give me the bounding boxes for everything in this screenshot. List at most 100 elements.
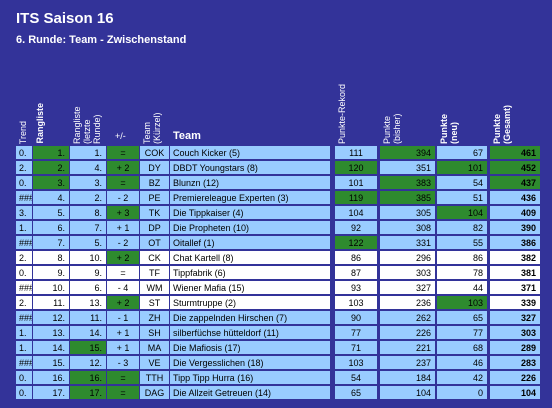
table-cell: ### [16, 311, 32, 325]
table-cell: 16. [70, 371, 106, 385]
table-cell: 383 [380, 176, 435, 190]
table-cell: PE [140, 191, 169, 205]
table-cell: 55 [437, 236, 487, 250]
table-cell: - 1 [107, 311, 139, 325]
table-cell: 68 [437, 341, 487, 355]
table-cell: 4. [70, 161, 106, 175]
table-cell: ST [140, 296, 169, 310]
table-cell: + 3 [107, 206, 139, 220]
table-cell: 221 [380, 341, 435, 355]
table-cell: 14. [70, 326, 106, 340]
table-cell: - 2 [107, 236, 139, 250]
table-cell: 0. [16, 266, 32, 280]
table-cell: Blunzn (12) [170, 176, 330, 190]
table-cell: 0. [16, 146, 32, 160]
table-cell: 82 [437, 221, 487, 235]
table-cell: 371 [490, 281, 540, 295]
table-cell: 111 [335, 146, 377, 160]
table-cell: 339 [490, 296, 540, 310]
table-cell: 2. [16, 251, 32, 265]
table-cell: ### [16, 236, 32, 250]
table-cell: 71 [335, 341, 377, 355]
table-cell: 3. [70, 176, 106, 190]
table-cell: 9. [33, 266, 69, 280]
table-cell: 8. [70, 206, 106, 220]
table-cell: ### [16, 356, 32, 370]
table-cell: 13. [70, 296, 106, 310]
table-cell: 289 [490, 341, 540, 355]
table-cell: 120 [335, 161, 377, 175]
table-cell: 103 [335, 356, 377, 370]
table-cell: 119 [335, 191, 377, 205]
table-cell: 42 [437, 371, 487, 385]
table-cell: 104 [490, 386, 540, 400]
table-cell: 308 [380, 221, 435, 235]
table-cell: 104 [437, 206, 487, 220]
table-cell: silberfüchse hütteldorf (11) [170, 326, 330, 340]
table-cell: Sturmtruppe (2) [170, 296, 330, 310]
table-cell: 65 [437, 311, 487, 325]
table-cell: Premiereleague Experten (3) [170, 191, 330, 205]
table-cell: 236 [380, 296, 435, 310]
table-cell: 437 [490, 176, 540, 190]
table-cell: 305 [380, 206, 435, 220]
table-cell: 10. [33, 281, 69, 295]
table-cell: 92 [335, 221, 377, 235]
table-cell: 9. [70, 266, 106, 280]
table-cell: Tippfabrik (6) [170, 266, 330, 280]
table-cell: 461 [490, 146, 540, 160]
table-cell: 5. [70, 236, 106, 250]
table-cell: 4. [33, 191, 69, 205]
table-cell: 0. [16, 386, 32, 400]
table-cell: 103 [437, 296, 487, 310]
table-cell: 1. [33, 146, 69, 160]
table-cell: 67 [437, 146, 487, 160]
table-cell: 0 [437, 386, 487, 400]
table-cell: 11. [70, 311, 106, 325]
column-header: Punkte (bisher) [382, 113, 402, 144]
table-cell: + 2 [107, 251, 139, 265]
column-header: +/- [115, 131, 126, 141]
table-cell: 6. [70, 281, 106, 295]
table-cell: 3. [16, 206, 32, 220]
table-cell: 303 [490, 326, 540, 340]
table-cell: 15. [33, 356, 69, 370]
table-cell: Couch Kicker (5) [170, 146, 330, 160]
table-cell: Tipp Tipp Hurra (16) [170, 371, 330, 385]
table-cell: = [107, 146, 139, 160]
column-header: Rangliste [35, 103, 45, 144]
table-cell: 86 [335, 251, 377, 265]
table-cell: 101 [437, 161, 487, 175]
table-cell: WM [140, 281, 169, 295]
table-cell: Die Tippkaiser (4) [170, 206, 330, 220]
table-cell: CK [140, 251, 169, 265]
table-cell: 122 [335, 236, 377, 250]
table-cell: Die Allzeit Getreuen (14) [170, 386, 330, 400]
table-cell: 78 [437, 266, 487, 280]
table-cell: 6. [33, 221, 69, 235]
table-cell: 2. [16, 161, 32, 175]
column-header: Punkte (Gesamt) [492, 104, 512, 144]
table-cell: = [107, 176, 139, 190]
table-cell: 17. [33, 386, 69, 400]
table-cell: 394 [380, 146, 435, 160]
table-cell: 2. [16, 296, 32, 310]
table-cell: 90 [335, 311, 377, 325]
table-cell: - 4 [107, 281, 139, 295]
table-cell: 226 [380, 326, 435, 340]
table-cell: 436 [490, 191, 540, 205]
table-cell: - 3 [107, 356, 139, 370]
table-cell: 184 [380, 371, 435, 385]
table-cell: + 1 [107, 326, 139, 340]
table-cell: 262 [380, 311, 435, 325]
table-cell: 381 [490, 266, 540, 280]
table-cell: 87 [335, 266, 377, 280]
table-cell: 1. [16, 326, 32, 340]
table-cell: + 1 [107, 221, 139, 235]
table-cell: Die Propheten (10) [170, 221, 330, 235]
table-cell: 331 [380, 236, 435, 250]
table-cell: 327 [380, 281, 435, 295]
table-cell: 12. [33, 311, 69, 325]
table-cell: Wiener Mafia (15) [170, 281, 330, 295]
